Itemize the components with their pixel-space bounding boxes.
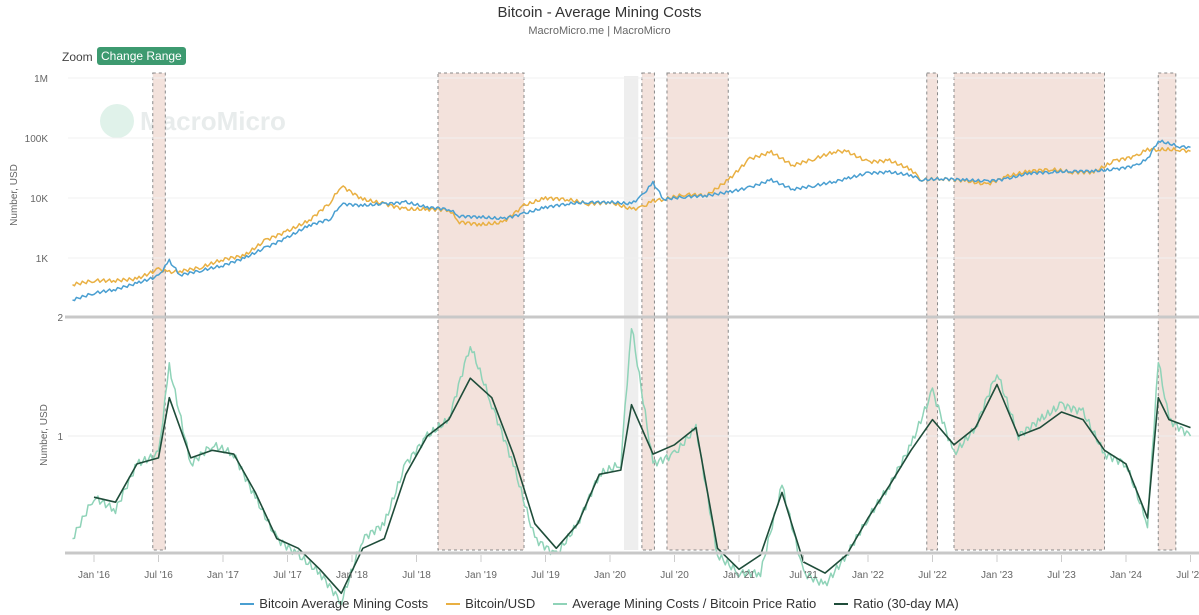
chart-title: Bitcoin - Average Mining Costs — [497, 4, 702, 21]
y-tick-label: 1 — [57, 432, 63, 443]
x-tick-label: Jul '18 — [402, 570, 431, 581]
shaded-period — [926, 72, 939, 551]
legend-label: Bitcoin Average Mining Costs — [259, 596, 429, 611]
shaded-periods — [152, 72, 1177, 551]
shaded-period — [641, 72, 655, 551]
x-tick-label: Jul '23 — [1047, 570, 1076, 581]
watermark-logo-icon — [100, 104, 134, 138]
legend-item[interactable]: Average Mining Costs / Bitcoin Price Rat… — [553, 596, 816, 611]
y-tick-label: 10K — [30, 194, 48, 205]
x-tick-label: Jan '23 — [981, 570, 1013, 581]
shaded-period-grey — [623, 76, 639, 550]
x-tick-label: Jan '18 — [336, 570, 368, 581]
shaded-period — [437, 72, 525, 551]
series-line-ratio — [72, 327, 1192, 606]
x-tick-label: Jul '17 — [273, 570, 302, 581]
legend-item[interactable]: Bitcoin Average Mining Costs — [240, 596, 428, 611]
x-tick-label: Jan '17 — [207, 570, 239, 581]
shaded-period — [152, 72, 166, 551]
shaded-period — [953, 72, 1105, 551]
x-tick-label: Jul '22 — [918, 570, 947, 581]
x-tick-label: Jul '20 — [660, 570, 689, 581]
legend-item[interactable]: Bitcoin/USD — [446, 596, 535, 611]
legend-label: Ratio (30-day MA) — [853, 596, 959, 611]
legend-swatch-icon — [553, 602, 568, 605]
change-range-button[interactable]: Change Range — [97, 47, 186, 65]
x-tick-label: Jul '24 — [1176, 570, 1199, 581]
shaded-period — [666, 72, 729, 551]
x-tick-label: Jan '21 — [723, 570, 755, 581]
x-tick-label: Jan '20 — [594, 570, 626, 581]
y-tick-label: 2 — [57, 313, 63, 324]
series-lines — [72, 139, 1192, 606]
legend-label: Average Mining Costs / Bitcoin Price Rat… — [572, 596, 817, 611]
gridlines — [65, 77, 1199, 437]
y-tick-label: 1K — [36, 254, 49, 265]
x-tick-label: Jan '22 — [852, 570, 884, 581]
top-y-axis-title: Number, USD — [9, 164, 20, 226]
x-tick-label: Jan '19 — [465, 570, 497, 581]
x-tick-label: Jan '24 — [1110, 570, 1142, 581]
x-axis: Jan '16 Jul '16 Jan '17 Jul '17 Jan '18 Jul '… — [65, 551, 1199, 581]
x-tick-label: Jul '16 — [144, 570, 173, 581]
y-tick-label: 1M — [34, 74, 48, 85]
x-tick-label: Jul '21 — [789, 570, 818, 581]
legend-swatch-icon — [834, 602, 849, 605]
legend-item[interactable]: Ratio (30-day MA) — [834, 596, 959, 611]
legend-swatch-icon — [240, 602, 255, 605]
series-line-ratio-ma — [93, 377, 1191, 595]
series-line-mining-cost — [72, 139, 1191, 302]
legend-label: Bitcoin/USD — [465, 596, 536, 611]
zoom-label: Zoom — [62, 50, 93, 64]
y-tick-label: 100K — [25, 134, 49, 145]
legend: Bitcoin Average Mining Costs Bitcoin/USD A… — [0, 596, 1199, 611]
x-tick-label: Jan '16 — [78, 570, 110, 581]
bottom-y-axis-title: Number, USD — [39, 404, 50, 466]
y-axis: 1M 100K 10K 1K 2 1 — [25, 74, 64, 443]
chart-subtitle: MacroMicro.me | MacroMicro — [528, 25, 671, 37]
x-tick-label: Jul '19 — [531, 570, 560, 581]
legend-swatch-icon — [446, 602, 461, 605]
shaded-period — [1157, 72, 1177, 551]
